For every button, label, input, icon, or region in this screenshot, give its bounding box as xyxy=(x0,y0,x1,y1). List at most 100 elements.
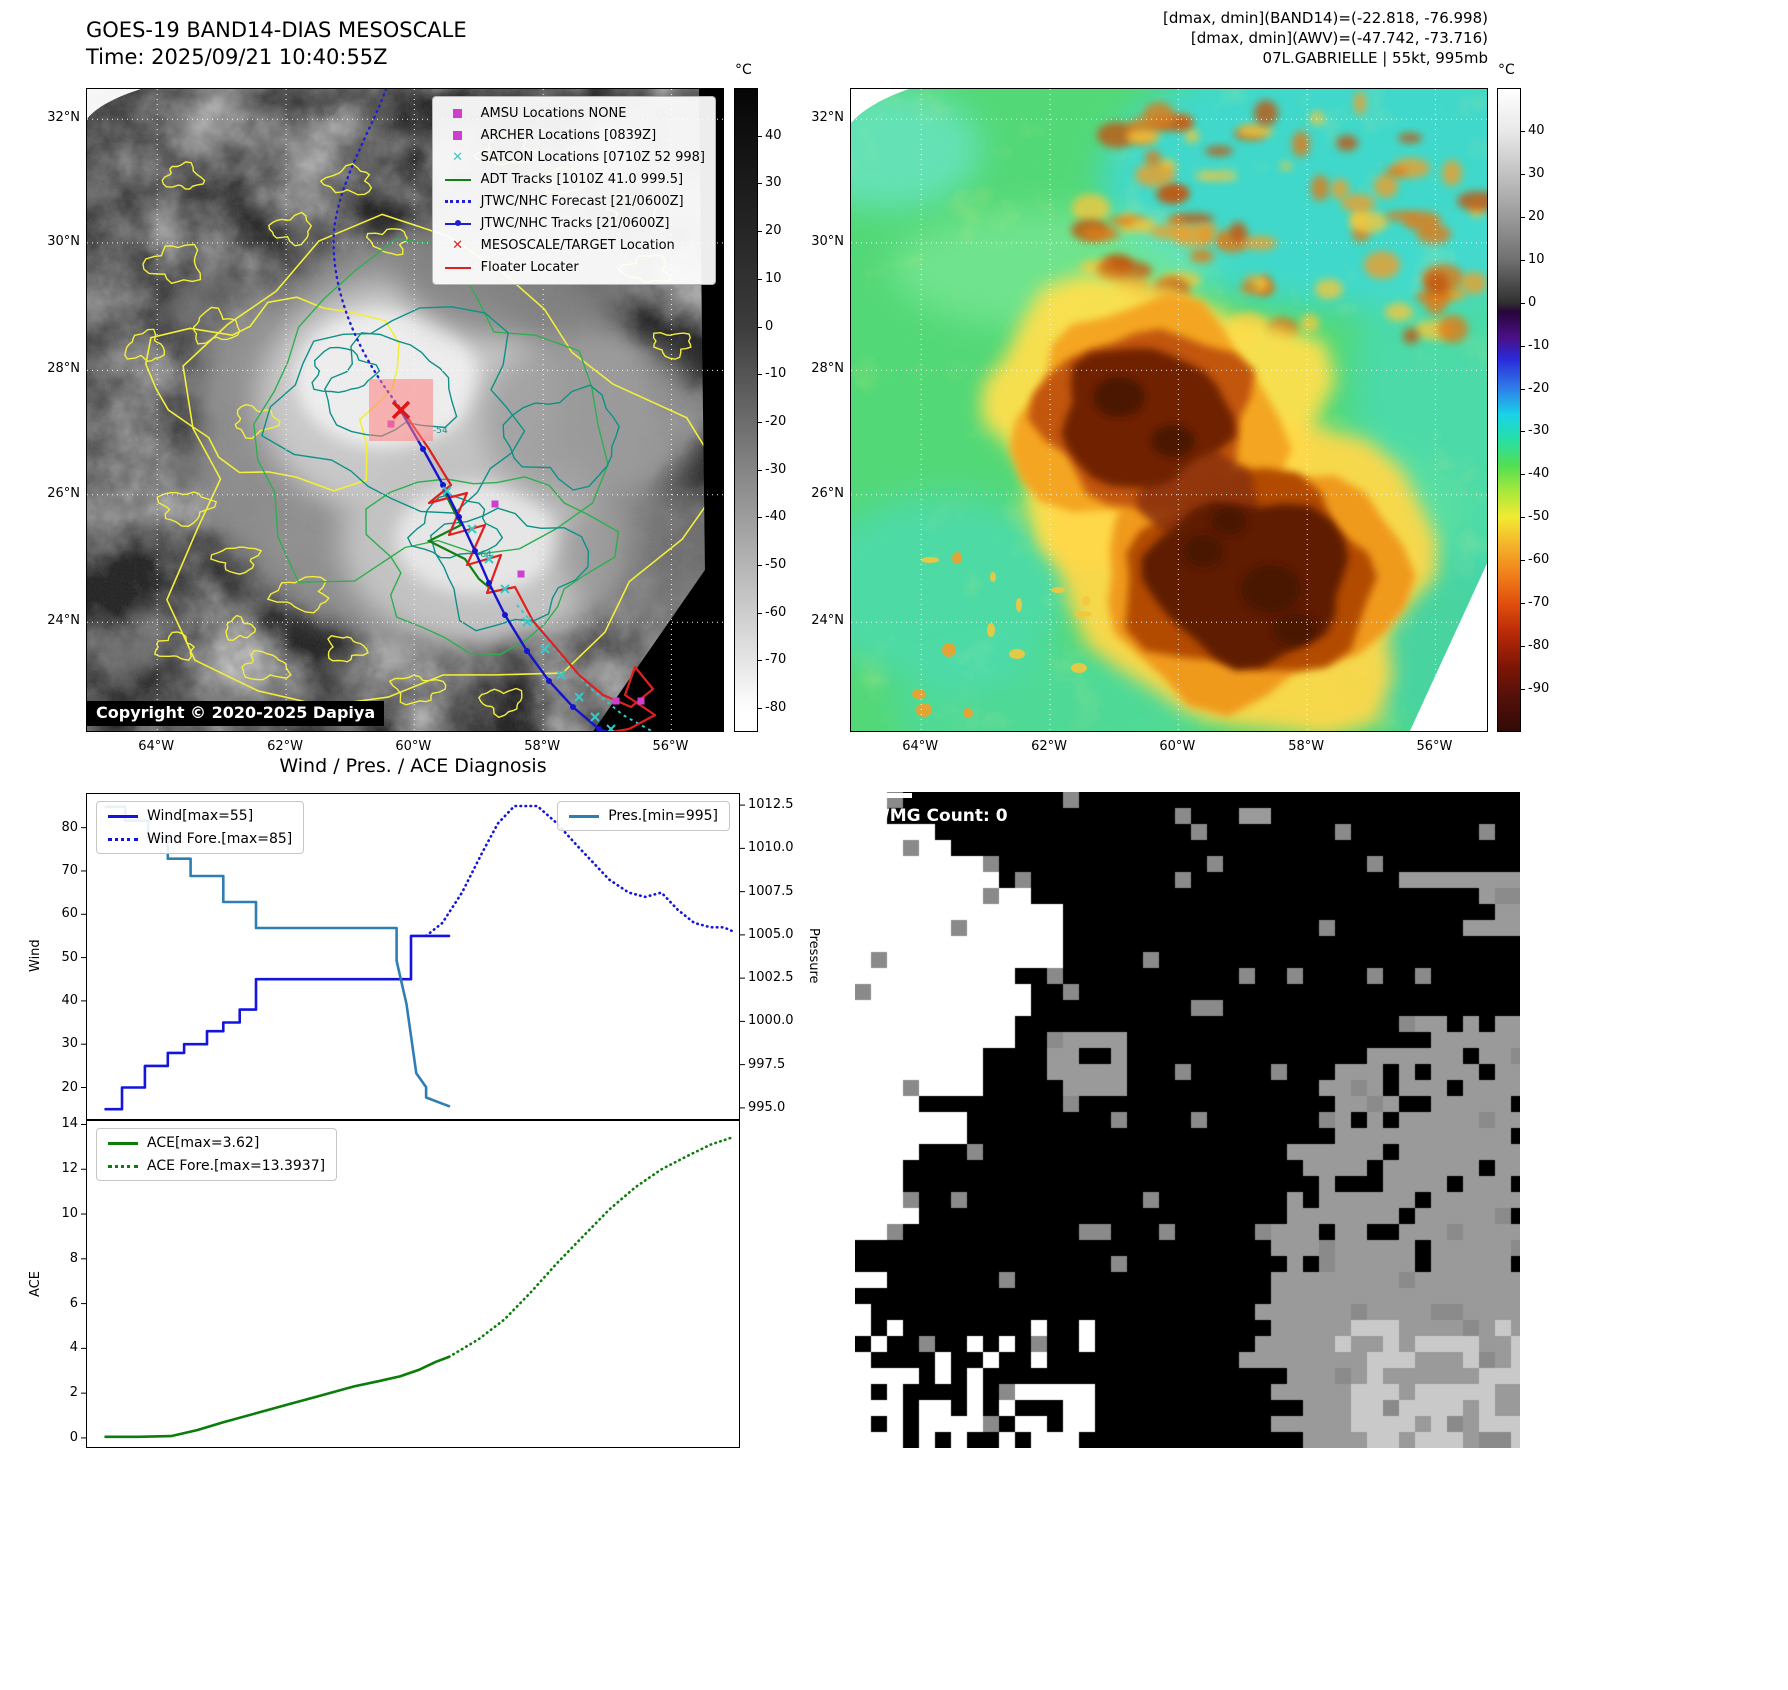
colorbar-tick-mark xyxy=(758,231,762,233)
colorbar-tick-label: -10 xyxy=(1528,337,1550,353)
lat-tick-label: 32°N xyxy=(811,110,844,126)
lon-tick-label: 60°W xyxy=(1159,739,1196,754)
colorbar-tick-mark xyxy=(758,565,762,567)
colorbar-tick-label: -80 xyxy=(1528,638,1550,654)
legend-line-sample xyxy=(108,814,138,818)
colorbar-tick-mark xyxy=(1521,474,1525,476)
y-tick-label: 10 xyxy=(61,1206,78,1222)
colorbar-tick-label: -30 xyxy=(765,461,787,477)
colorbar-tick-mark xyxy=(1521,517,1525,519)
colorbar-tick-mark xyxy=(758,326,762,328)
legend-line-sample xyxy=(108,1164,138,1168)
y-tick-label-right: 1012.5 xyxy=(748,797,794,813)
colorbar-tick-label: 20 xyxy=(1528,208,1545,224)
square-marker-icon xyxy=(443,109,473,118)
colorbar-tick-label: 0 xyxy=(765,318,774,334)
legend-item: JTWC/NHC Forecast [21/0600Z] xyxy=(443,192,705,211)
y-tick-label: 14 xyxy=(61,1116,78,1132)
colorbar-tick-label: 0 xyxy=(1528,294,1537,310)
awv-map-art xyxy=(851,89,1487,731)
colorbar-tick-mark xyxy=(1521,689,1525,691)
colorbar-tick-mark xyxy=(1521,345,1525,347)
lat-tick-label: 24°N xyxy=(47,613,80,629)
band14-timestamp: Time: 2025/09/21 10:40:55Z xyxy=(86,45,388,69)
legend-item: ADT Tracks [1010Z 41.0 999.5] xyxy=(443,170,705,189)
y-tick-label-right: 995.0 xyxy=(748,1099,786,1115)
legend-item: JTWC/NHC Tracks [21/0600Z] xyxy=(443,214,705,233)
colorbar-tick-mark xyxy=(758,660,762,662)
ace-axis-label: ACE xyxy=(28,1271,43,1297)
line-marker-icon xyxy=(443,266,473,269)
lon-tick-label: 62°W xyxy=(1031,739,1067,754)
legend-label: MESOSCALE/TARGET Location xyxy=(480,238,675,253)
legend-label: JTWC/NHC Tracks [21/0600Z] xyxy=(480,216,670,231)
legend-label: AMSU Locations NONE xyxy=(480,106,627,121)
copyright-label: Copyright © 2020-2025 Dapiya xyxy=(87,701,385,726)
legend-item: ACE Fore.[max=13.3937] xyxy=(108,1158,325,1174)
chart-legend: Wind[max=55] Wind Fore.[max=85] xyxy=(96,801,305,854)
svg-text:-54: -54 xyxy=(433,426,448,436)
y-tick-label: 0 xyxy=(69,1429,78,1445)
colorbar-tick-label: -30 xyxy=(1528,423,1550,439)
y-tick-label: 40 xyxy=(61,992,78,1008)
dmax-dmin-band14-text: [dmax, dmin](BAND14)=(-22.818, -76.998) xyxy=(1163,9,1488,27)
y-tick-label-right: 997.5 xyxy=(748,1056,786,1072)
colorbar-tick-label: 40 xyxy=(765,127,782,143)
colorbar-tick-mark xyxy=(758,421,762,423)
colorbar-tick-mark xyxy=(1521,173,1525,175)
colorbar-tick-label: 10 xyxy=(1528,251,1545,267)
storm-name-intensity-text: 07L.GABRIELLE | 55kt, 995mb xyxy=(1262,49,1488,67)
wmg-canvas xyxy=(855,792,1520,1448)
lat-tick-label: 26°N xyxy=(811,485,844,501)
colorbar-tick-label: 30 xyxy=(1528,165,1545,181)
colorbar-tick-mark xyxy=(1521,646,1525,648)
lon-tick-label: 60°W xyxy=(395,739,432,754)
x-marker-icon: ✕ xyxy=(452,238,464,253)
wmg-image: WMG Count: 0 xyxy=(855,792,1520,1448)
legend-line-sample xyxy=(108,1141,138,1145)
legend-item: ACE[max=3.62] xyxy=(108,1135,325,1151)
colorbar-tick-label: -90 xyxy=(1528,681,1550,697)
colorbar-tick-mark xyxy=(758,612,762,614)
colorbar-tick-label: -50 xyxy=(765,557,787,573)
lon-tick-label: 62°W xyxy=(267,739,303,754)
colorbar-tick-label: -20 xyxy=(765,413,787,429)
colorbar-tick-label: 40 xyxy=(1528,122,1545,138)
colorbar-unit-right: °C xyxy=(1498,62,1515,78)
colorbar-tick-mark xyxy=(1521,216,1525,218)
colorbar-tick-label: 30 xyxy=(765,175,782,191)
legend-line-sample xyxy=(108,837,138,841)
lat-tick-label: 32°N xyxy=(47,110,80,126)
colorbar-tick-mark xyxy=(1521,603,1525,605)
lon-tick-label: 56°W xyxy=(1416,739,1453,754)
legend-label: Pres.[min=995] xyxy=(608,808,718,824)
colorbar-tick-mark xyxy=(1521,388,1525,390)
legend-label: Wind[max=55] xyxy=(147,808,254,824)
y-tick-label: 80 xyxy=(61,819,78,835)
colorbar-tick-label: -40 xyxy=(1528,466,1550,482)
chart-legend: Pres.[min=995] xyxy=(557,801,730,831)
colorbar-tick-mark xyxy=(1521,431,1525,433)
lon-tick-label: 58°W xyxy=(1288,739,1325,754)
legend-label: ACE[max=3.62] xyxy=(147,1135,260,1151)
stats-header: [dmax, dmin](BAND14)=(-22.818, -76.998) … xyxy=(1163,8,1488,68)
line-dot-marker-icon xyxy=(443,220,473,226)
colorbar-tick-label: -60 xyxy=(1528,552,1550,568)
y-tick-label-right: 1005.0 xyxy=(748,926,794,942)
band14-colorbar xyxy=(734,88,758,732)
band14-title: GOES-19 BAND14-DIAS MESOSCALE xyxy=(86,18,467,42)
colorbar-tick-mark xyxy=(758,374,762,376)
y-tick-label: 20 xyxy=(61,1079,78,1095)
wmg-count-label: WMG Count: 0 xyxy=(871,806,1008,826)
colorbar-tick-label: 20 xyxy=(765,223,782,239)
legend-item: Pres.[min=995] xyxy=(569,808,718,824)
colorbar-tick-label: -60 xyxy=(765,604,787,620)
x-marker-icon: ✕ xyxy=(452,150,464,165)
lon-tick-label: 56°W xyxy=(652,739,689,754)
colorbar-tick-label: -70 xyxy=(765,652,787,668)
colorbar-unit-left: °C xyxy=(735,62,752,78)
colorbar-tick-mark xyxy=(758,278,762,280)
colorbar-tick-mark xyxy=(758,469,762,471)
map-legend: AMSU Locations NONE ARCHER Locations [083… xyxy=(431,96,716,285)
chart-legend: ACE[max=3.62] ACE Fore.[max=13.3937] xyxy=(96,1128,338,1181)
